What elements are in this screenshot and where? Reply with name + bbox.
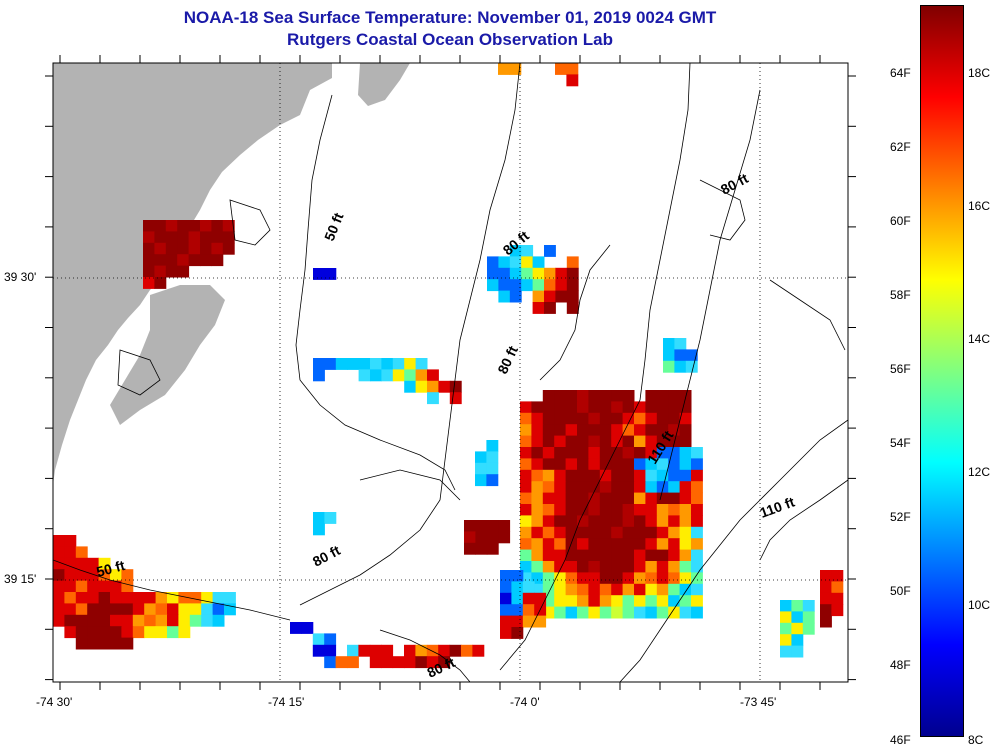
map-frame	[52, 62, 849, 683]
sst-pixels	[53, 63, 844, 669]
sst-map: 50 ft 50 ft 80 ft 80 ft 80 ft 80 ft 80 f…	[45, 55, 856, 690]
colorbar-label-f: 50F	[890, 584, 911, 598]
map-title: NOAA-18 Sea Surface Temperature: Novembe…	[183, 8, 717, 27]
colorbar-label-f: 52F	[890, 510, 911, 524]
map-subtitle: Rutgers Coastal Ocean Observation Lab	[287, 30, 613, 49]
colorbar-label-c: 14C	[968, 332, 991, 346]
lon-label: -74 15'	[268, 695, 305, 709]
lon-label: -74 30'	[36, 695, 73, 709]
colorbar-label-f: 64F	[890, 66, 911, 80]
colorbar-label-f: 48F	[890, 658, 911, 672]
land-area	[53, 63, 332, 485]
lon-label: -73 45'	[740, 695, 777, 709]
color-scale-bar	[920, 5, 964, 737]
colorbar-label-f: 56F	[890, 362, 911, 376]
lon-label: -74 0'	[510, 695, 540, 709]
colorbar-label-f: 58F	[890, 288, 911, 302]
colorbar-label-c: 18C	[968, 66, 991, 80]
contour-label: 50 ft	[95, 557, 127, 580]
colorbar-label-c: 10C	[968, 598, 991, 612]
colorbar-label-f: 62F	[890, 140, 911, 154]
graticule	[53, 63, 848, 682]
colorbar-label-f: 54F	[890, 436, 911, 450]
colorbar-label-c: 8C	[968, 733, 984, 747]
bathymetry-contours	[53, 63, 848, 682]
tick-marks	[45, 55, 856, 690]
colorbar-label-f: 60F	[890, 214, 911, 228]
colorbar-label-f: 46F	[890, 733, 911, 747]
colorbar-label-c: 12C	[968, 465, 991, 479]
colorbar-label-c: 16C	[968, 199, 991, 213]
lat-label: 39 30'	[4, 270, 37, 284]
lat-label: 39 15'	[4, 572, 37, 586]
